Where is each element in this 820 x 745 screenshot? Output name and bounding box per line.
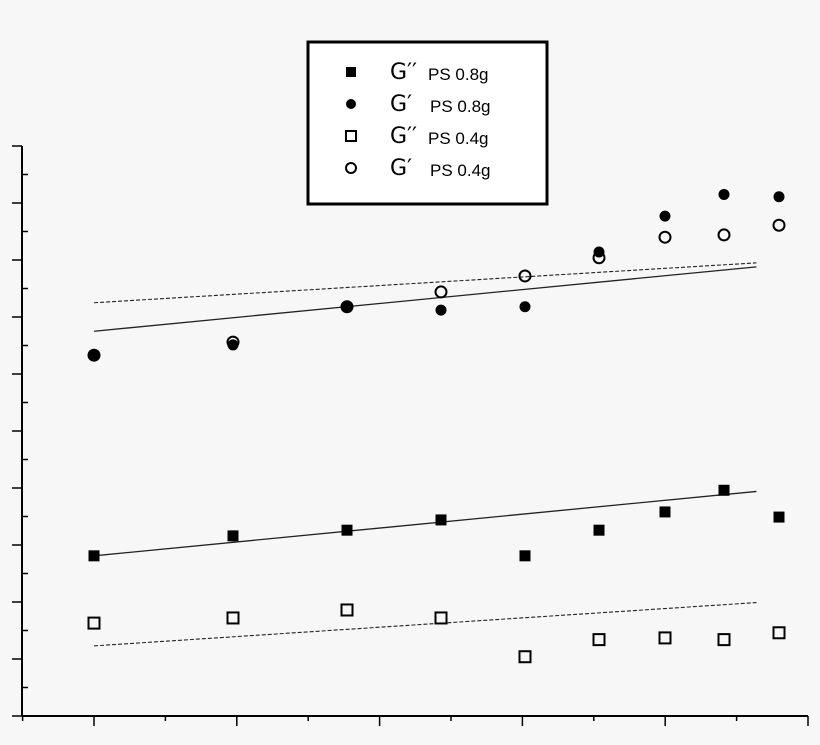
data-point-series-3 bbox=[592, 251, 606, 265]
legend: G′′ PS 0.8g G′ PS 0.8g G′′ PS 0.4g G′ PS 0.4g bbox=[306, 40, 549, 206]
data-points bbox=[87, 188, 786, 664]
data-point-series-1 bbox=[659, 210, 671, 222]
fit-line-series-3 bbox=[94, 262, 757, 304]
fit-line-series-1 bbox=[94, 266, 757, 332]
data-point-series-2 bbox=[340, 603, 354, 617]
data-point-series-3 bbox=[340, 300, 354, 314]
data-point-series-0 bbox=[341, 524, 353, 536]
data-point-series-2 bbox=[226, 611, 240, 625]
data-point-series-2 bbox=[87, 616, 101, 630]
data-point-series-2 bbox=[658, 631, 672, 645]
fit-line-series-2 bbox=[94, 602, 757, 647]
data-point-series-0 bbox=[435, 514, 447, 526]
data-point-series-0 bbox=[718, 484, 730, 496]
legend-label: G′′ bbox=[390, 124, 417, 149]
data-point-series-3 bbox=[772, 218, 786, 232]
fit-line-series-0 bbox=[94, 490, 757, 557]
data-point-series-3 bbox=[434, 285, 448, 299]
axes bbox=[12, 145, 809, 726]
legend-marker-series-0 bbox=[346, 67, 356, 77]
data-point-series-3 bbox=[717, 228, 731, 242]
legend-sublabel: PS 0.8g bbox=[430, 97, 491, 116]
legend-sublabel: PS 0.8g bbox=[428, 65, 489, 84]
legend-sublabel: PS 0.4g bbox=[430, 161, 491, 180]
legend-marker-series-1 bbox=[346, 99, 356, 109]
legend-label: G′ bbox=[390, 156, 412, 181]
data-point-series-2 bbox=[717, 633, 731, 647]
data-point-series-3 bbox=[658, 230, 672, 244]
data-point-series-0 bbox=[773, 511, 785, 523]
data-point-series-3 bbox=[226, 335, 240, 349]
data-point-series-0 bbox=[659, 506, 671, 518]
data-point-series-1 bbox=[718, 188, 730, 200]
data-point-series-1 bbox=[773, 191, 785, 203]
fit-lines bbox=[94, 262, 757, 647]
legend-label: G′ bbox=[390, 92, 412, 117]
data-point-series-3 bbox=[518, 269, 532, 283]
data-point-series-2 bbox=[434, 611, 448, 625]
data-point-series-2 bbox=[772, 626, 786, 640]
data-point-series-1 bbox=[341, 301, 353, 313]
data-point-series-3 bbox=[87, 348, 101, 362]
data-point-series-1 bbox=[435, 304, 447, 316]
data-point-series-0 bbox=[519, 550, 531, 562]
legend-marker-series-3 bbox=[345, 162, 357, 174]
data-point-series-0 bbox=[593, 524, 605, 536]
data-point-series-2 bbox=[518, 650, 532, 664]
data-point-series-0 bbox=[227, 530, 239, 542]
data-point-series-1 bbox=[88, 349, 100, 361]
legend-sublabel: PS 0.4g bbox=[428, 129, 489, 148]
data-point-series-1 bbox=[519, 301, 531, 313]
data-point-series-2 bbox=[592, 633, 606, 647]
data-point-series-0 bbox=[88, 550, 100, 562]
legend-label: G′′ bbox=[390, 60, 417, 85]
legend-marker-series-2 bbox=[345, 130, 357, 142]
